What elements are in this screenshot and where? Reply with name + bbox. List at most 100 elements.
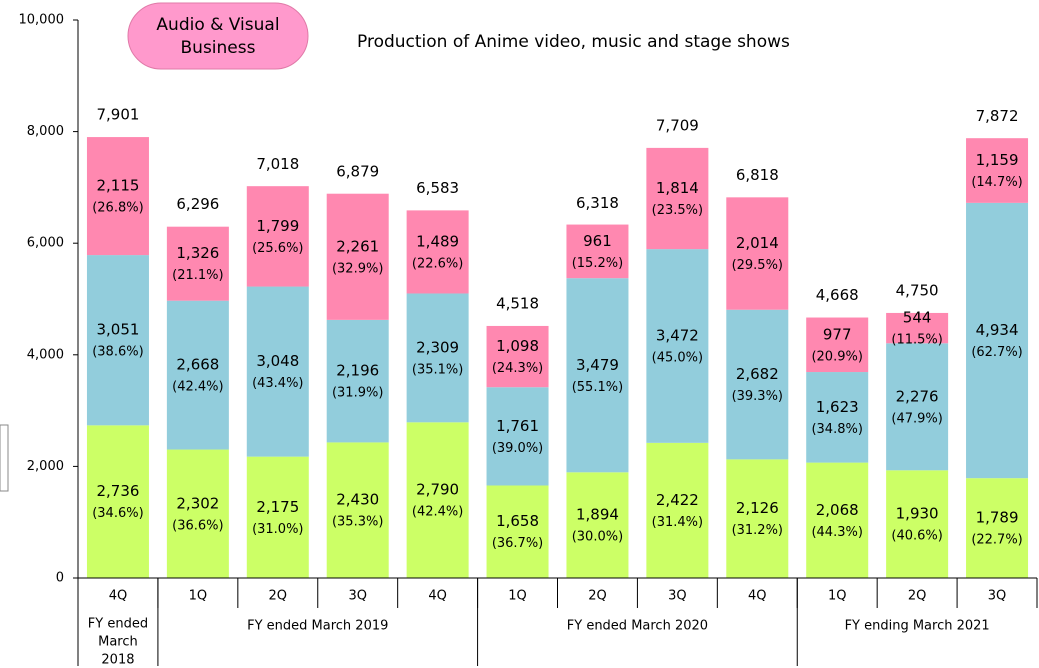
- bar-segment: [326, 319, 389, 443]
- y-tick-label: 4,000: [27, 347, 64, 362]
- bar-segment: [966, 138, 1029, 203]
- share-label: (30.0%): [572, 530, 623, 545]
- value-label: 3,479: [576, 356, 619, 374]
- value-label: 2,422: [656, 491, 699, 509]
- total-label: 6,583: [416, 179, 459, 197]
- bar-segment: [486, 387, 549, 486]
- bar-segment: [806, 372, 869, 463]
- value-label: 1,098: [496, 337, 539, 355]
- value-label: 1,623: [816, 398, 859, 416]
- value-label: 1,799: [256, 217, 299, 235]
- share-label: (39.0%): [492, 441, 543, 456]
- badge-text: Business: [181, 38, 256, 58]
- value-label: 2,302: [176, 494, 219, 512]
- bar-segment: [966, 478, 1029, 578]
- total-label: 6,879: [336, 163, 379, 181]
- y-tick-label: 2,000: [27, 459, 64, 474]
- bar-segment: [166, 449, 229, 578]
- bar-segment: [646, 147, 709, 250]
- bar-segment: [566, 278, 629, 473]
- bar-segment: [726, 459, 789, 578]
- bar-segment: [486, 485, 549, 578]
- share-label: (32.9%): [332, 261, 383, 276]
- bar-segment: [166, 300, 229, 450]
- value-label: 977: [823, 325, 852, 343]
- bar-segment: [486, 325, 549, 388]
- value-label: 1,789: [976, 509, 1019, 527]
- share-label: (36.7%): [492, 536, 543, 551]
- share-label: (38.6%): [92, 345, 143, 360]
- bar-segment: [326, 442, 389, 578]
- x-tick-label: 2Q: [269, 589, 288, 604]
- value-label: 3,472: [656, 326, 699, 344]
- share-label: (42.4%): [172, 380, 223, 395]
- bar-segment: [726, 309, 789, 460]
- y-tick-label: 6,000: [27, 236, 64, 251]
- bar-segment: [326, 193, 389, 320]
- share-label: (14.7%): [971, 175, 1022, 190]
- share-label: (20.9%): [811, 349, 862, 364]
- share-label: (22.7%): [971, 533, 1022, 548]
- x-tick-label: 2Q: [908, 589, 927, 604]
- bar-segment: [86, 255, 149, 426]
- group-label: March: [98, 635, 138, 650]
- value-label: 3,051: [96, 321, 139, 339]
- x-tick-label: 3Q: [348, 589, 367, 604]
- bar-segment: [246, 186, 309, 287]
- share-label: (25.6%): [252, 241, 303, 256]
- share-label: (45.0%): [652, 350, 703, 365]
- share-label: (55.1%): [572, 380, 623, 395]
- bar-segment: [166, 226, 229, 301]
- share-label: (11.5%): [891, 333, 942, 348]
- value-label: 1,930: [896, 505, 939, 523]
- x-tick-label: 1Q: [828, 589, 847, 604]
- y-tick-label: 10,000: [19, 13, 65, 28]
- group-label: FY ended March 2020: [567, 619, 708, 634]
- value-label: 2,261: [336, 237, 379, 255]
- share-label: (42.4%): [412, 505, 463, 520]
- x-tick-label: 4Q: [109, 589, 128, 604]
- share-label: (35.1%): [412, 362, 463, 377]
- value-label: 2,014: [736, 234, 779, 252]
- bar-segment: [406, 422, 469, 578]
- value-label: 2,430: [336, 491, 379, 509]
- bar-segment: [246, 456, 309, 578]
- bar-segment: [566, 472, 629, 578]
- badge-text: Audio & Visual: [156, 15, 279, 35]
- share-label: (40.6%): [891, 529, 942, 544]
- value-label: 1,814: [656, 179, 699, 197]
- group-label: 2018: [101, 653, 134, 668]
- total-label: 4,668: [816, 286, 859, 304]
- share-label: (31.9%): [332, 386, 383, 401]
- bar-segment: [406, 210, 469, 294]
- value-label: 2,736: [96, 482, 139, 500]
- side-box: [0, 424, 9, 492]
- x-tick-label: 3Q: [668, 589, 687, 604]
- x-tick-label: 4Q: [748, 589, 767, 604]
- total-label: 7,872: [976, 107, 1019, 125]
- bar-segment: [646, 442, 709, 578]
- bar-segment: [806, 462, 869, 578]
- subtitle: Production of Anime video, music and sta…: [357, 32, 790, 52]
- share-label: (22.6%): [412, 256, 463, 271]
- share-label: (31.4%): [652, 515, 703, 530]
- total-label: 7,709: [656, 116, 699, 134]
- value-label: 1,159: [976, 151, 1019, 169]
- bar-segment: [886, 470, 949, 578]
- bar-segment: [566, 224, 629, 279]
- value-label: 2,068: [816, 501, 859, 519]
- share-label: (23.5%): [652, 203, 703, 218]
- y-tick-label: 0: [56, 571, 64, 586]
- share-label: (21.1%): [172, 268, 223, 283]
- share-label: (26.8%): [92, 201, 143, 216]
- share-label: (31.0%): [252, 522, 303, 537]
- value-label: 1,894: [576, 506, 619, 524]
- x-tick-label: 3Q: [988, 589, 1007, 604]
- value-label: 961: [583, 232, 612, 250]
- value-label: 2,175: [256, 498, 299, 516]
- value-label: 2,668: [176, 356, 219, 374]
- total-label: 6,818: [736, 166, 779, 184]
- x-tick-label: 2Q: [588, 589, 607, 604]
- share-label: (34.8%): [811, 422, 862, 437]
